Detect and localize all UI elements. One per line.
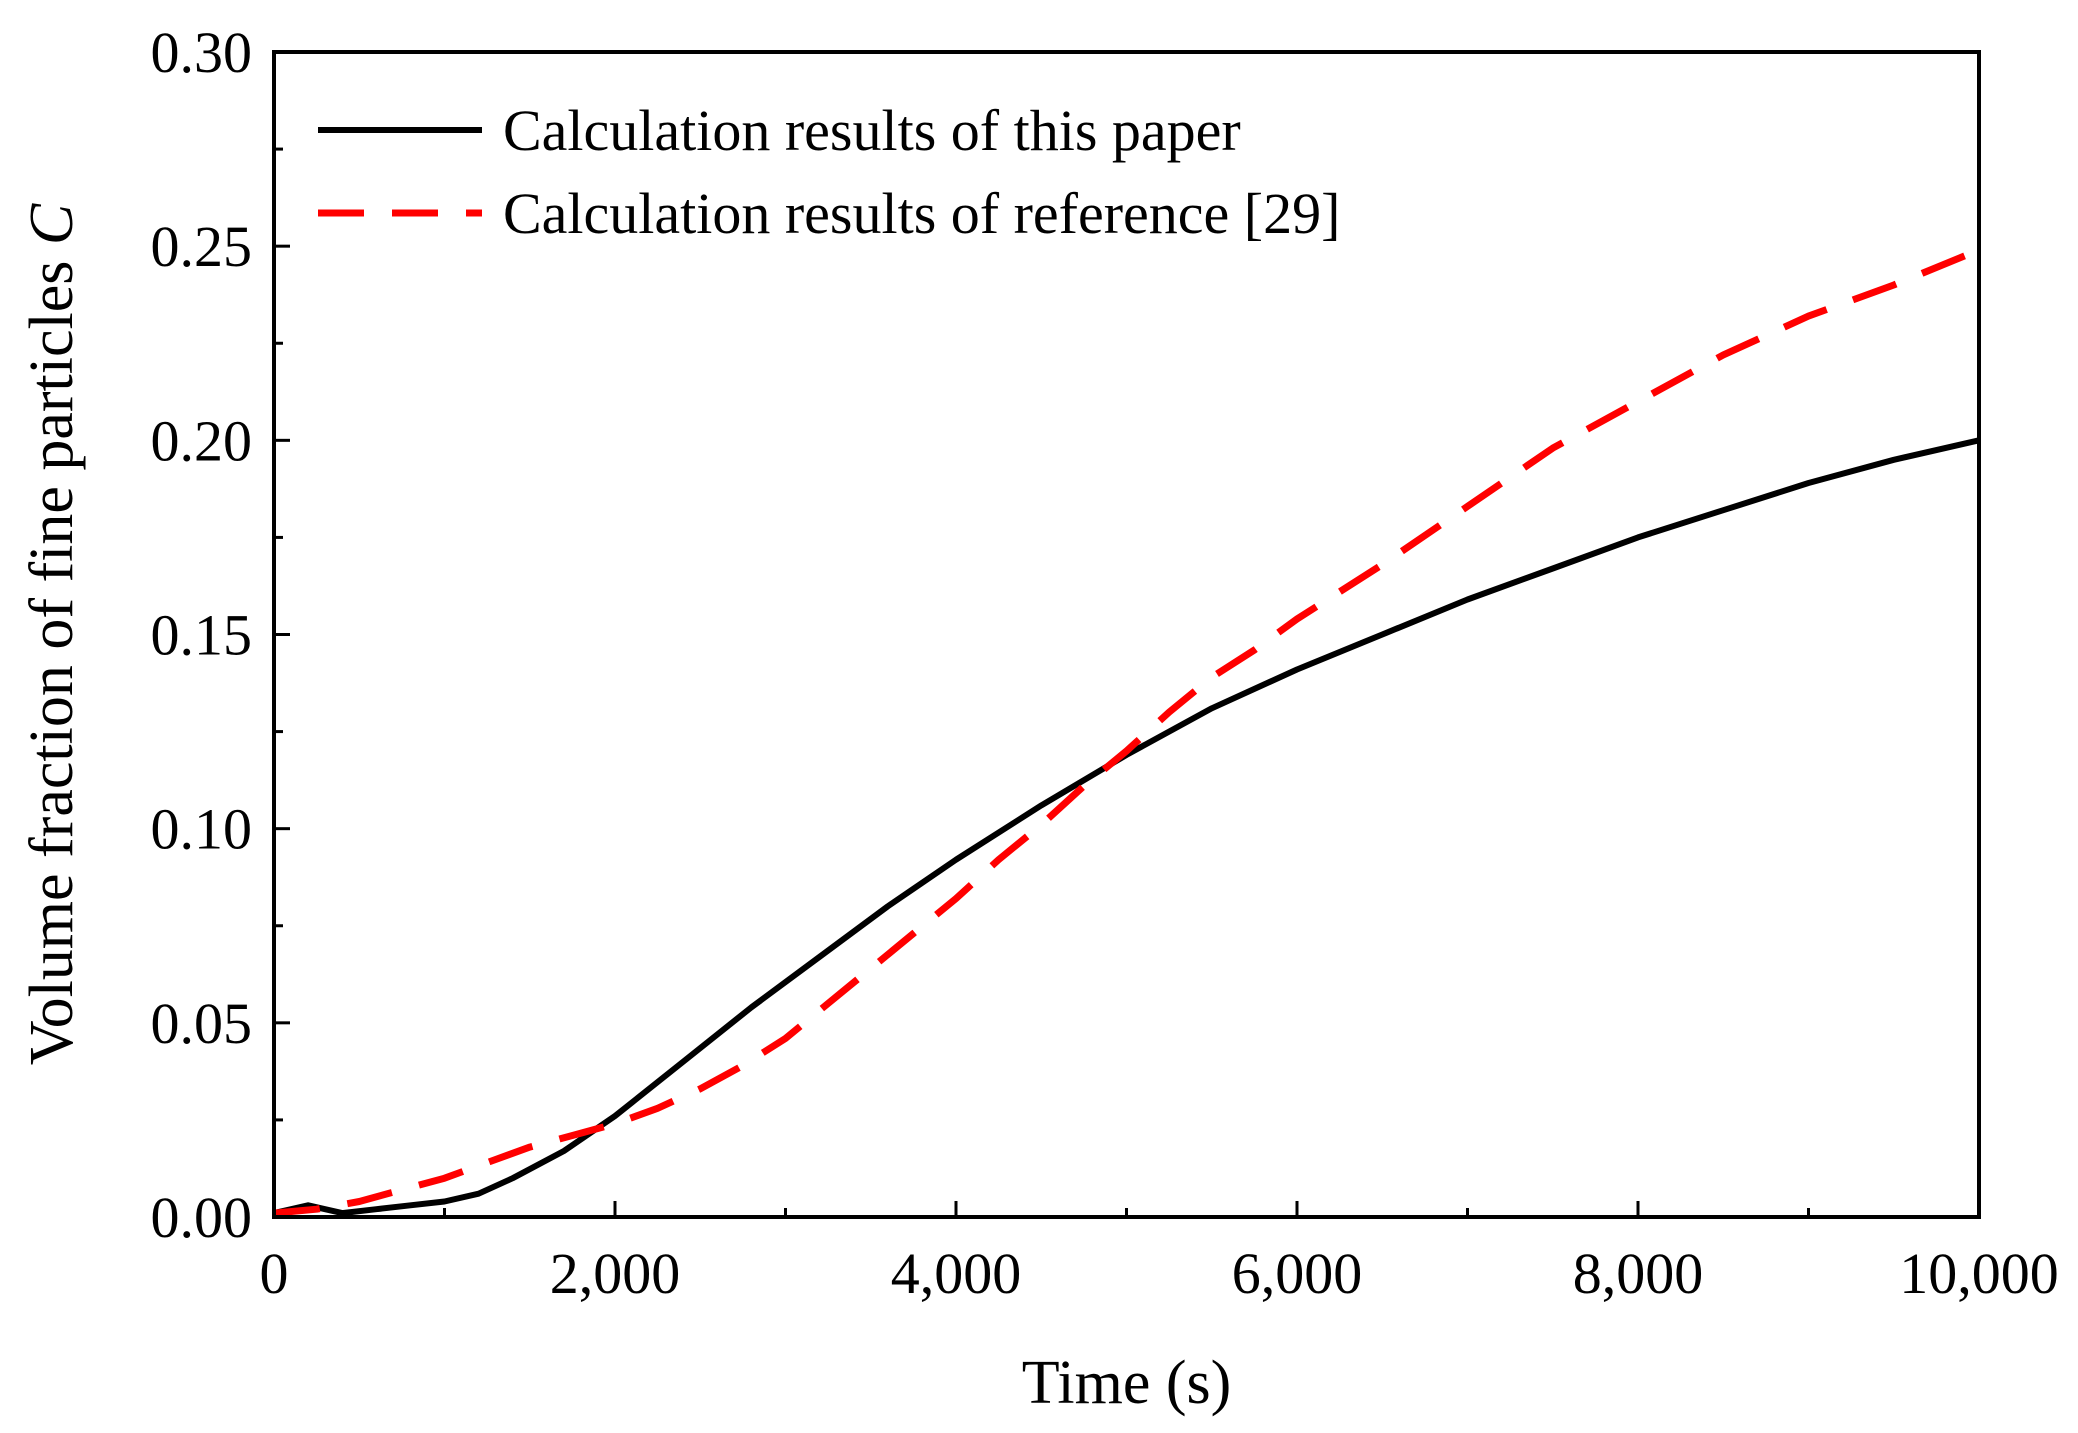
series-layer <box>273 246 1981 1217</box>
y-axis-title: Volume fraction of fine particles C <box>18 203 86 1065</box>
y-tick-label: 0.20 <box>151 408 253 473</box>
x-tick-label: 4,000 <box>891 1241 1022 1306</box>
y-axis-title-text: Volume fraction of fine particles <box>18 245 86 1065</box>
labels-layer: 0 2,000 4,000 6,000 8,000 10,000 0.00 0.05 0.10 0… <box>151 20 2059 1306</box>
y-tick-label: 0.30 <box>151 20 253 85</box>
legend-label-this-paper: Calculation results of this paper <box>503 98 1241 163</box>
legend: Calculation results of this paper Calcul… <box>318 98 1340 246</box>
x-tick-label: 2,000 <box>550 1241 681 1306</box>
ticks-layer <box>272 50 1981 1219</box>
y-tick-label: 0.05 <box>151 991 253 1056</box>
y-tick-label: 0.00 <box>151 1185 253 1250</box>
series-line-reference <box>273 246 1981 1217</box>
series-line-this-paper <box>273 437 1980 1217</box>
y-tick-label: 0.25 <box>151 214 253 279</box>
x-tick-label: 8,000 <box>1573 1241 1704 1306</box>
x-tick-label: 0 <box>260 1241 289 1306</box>
y-axis-title-symbol: C <box>18 203 86 245</box>
x-tick-label: 10,000 <box>1899 1241 2059 1306</box>
y-tick-label: 0.15 <box>151 603 253 668</box>
x-axis-title: Time (s) <box>1022 1349 1232 1417</box>
x-tick-label: 6,000 <box>1232 1241 1363 1306</box>
legend-label-reference: Calculation results of reference [29] <box>503 181 1340 246</box>
y-tick-label: 0.10 <box>151 797 253 862</box>
